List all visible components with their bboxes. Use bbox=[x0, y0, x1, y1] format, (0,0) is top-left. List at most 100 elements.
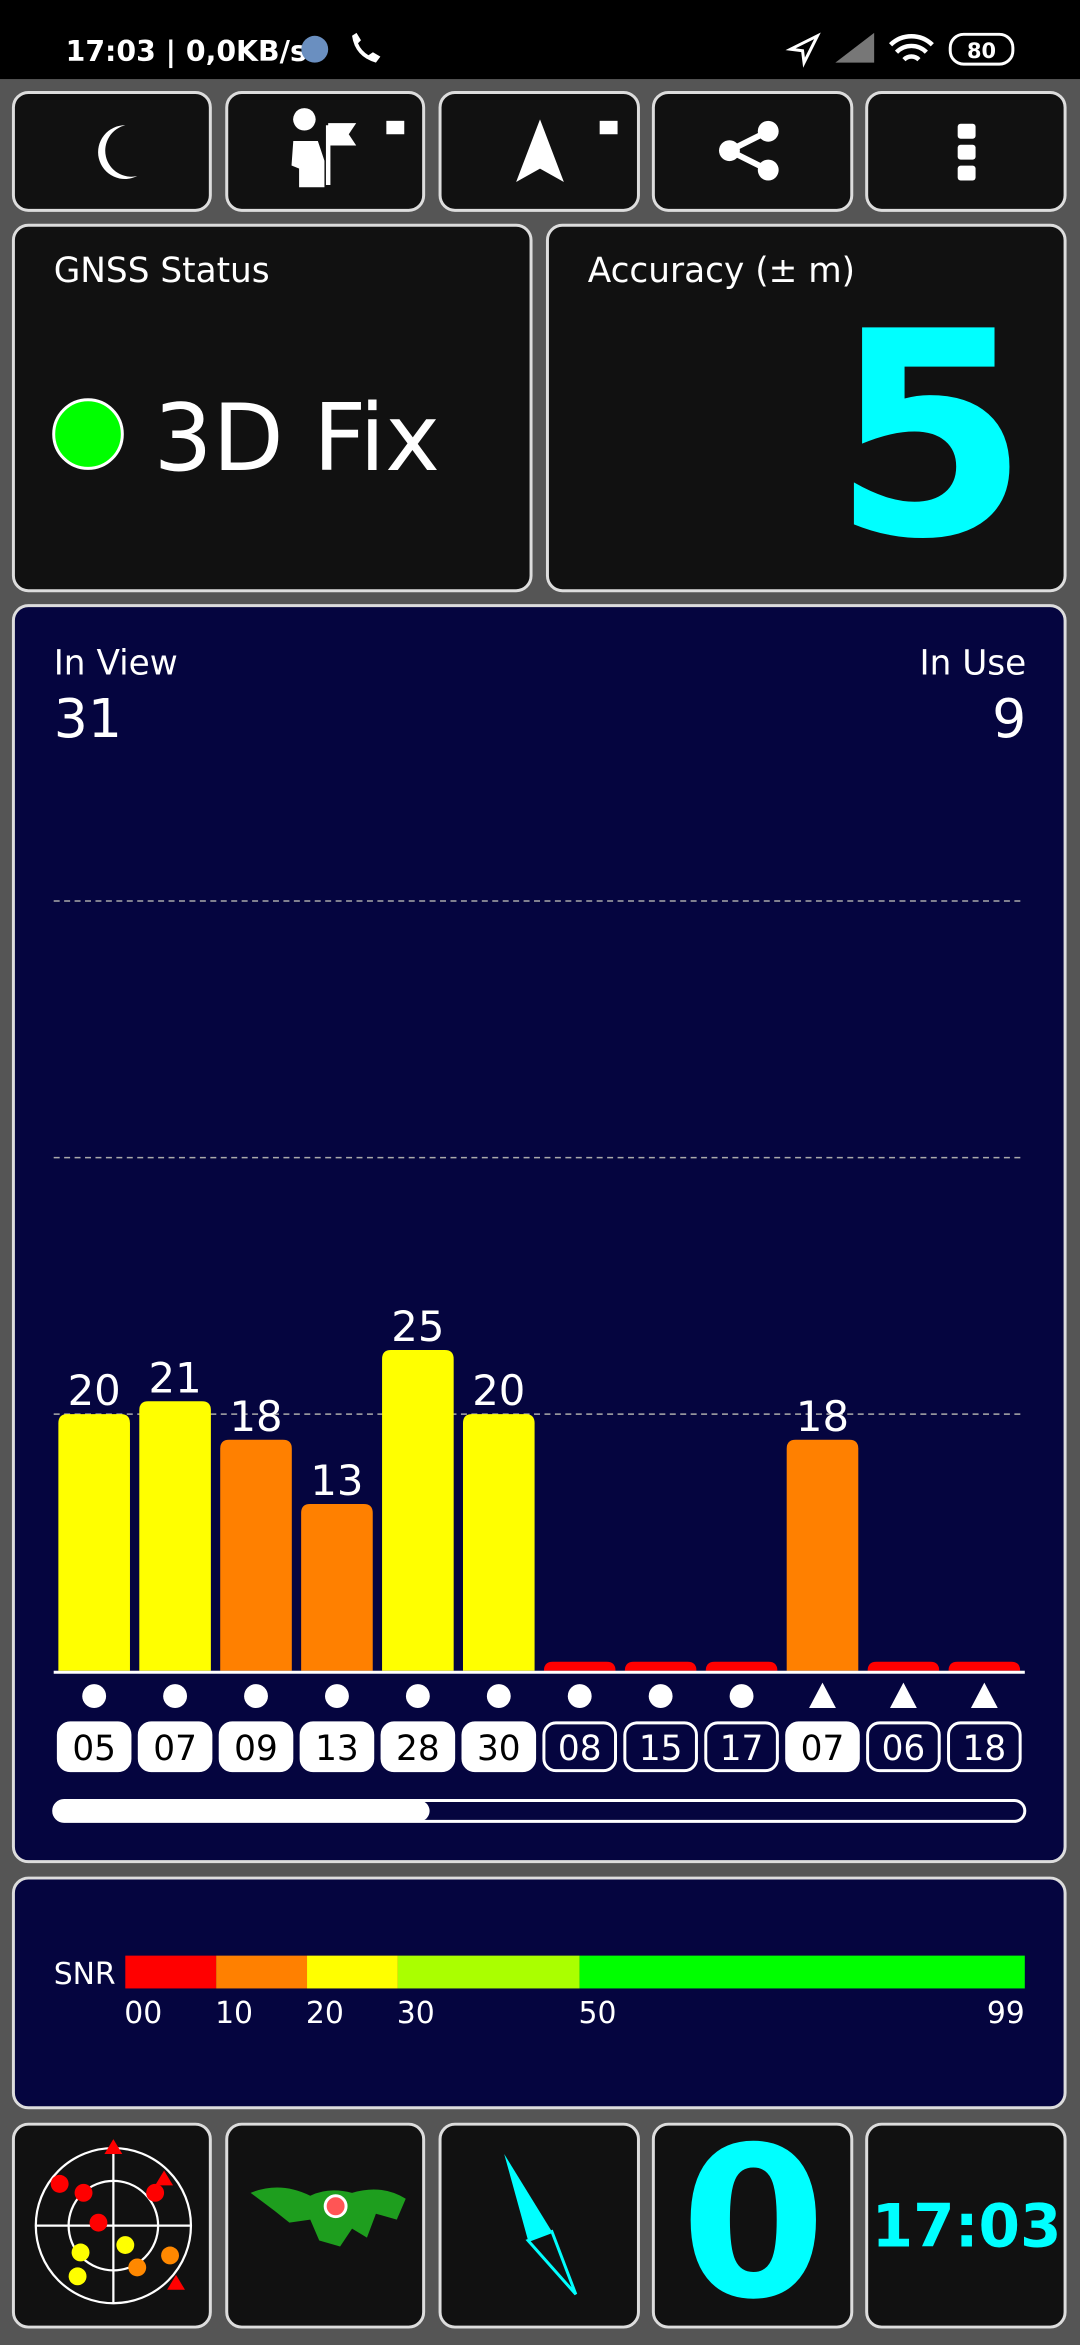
clock: 17:03 bbox=[872, 2193, 1062, 2262]
satellite-id-box bbox=[704, 1721, 779, 1773]
satellite-id-box bbox=[380, 1721, 456, 1773]
constellation-icon bbox=[82, 1684, 107, 1709]
share-dot bbox=[719, 140, 740, 162]
compass-tail bbox=[525, 2229, 578, 2296]
gnss-status-value: 3D Fix bbox=[154, 384, 440, 492]
satellite-id-box bbox=[866, 1721, 941, 1773]
constellation-icon bbox=[486, 1684, 511, 1709]
satellite-id-box bbox=[137, 1721, 213, 1773]
clock-button[interactable] bbox=[865, 2122, 1067, 2329]
snr-tick-label: 10 bbox=[215, 1996, 253, 2031]
gnss-status-title: GNSS Status bbox=[54, 251, 270, 291]
compass-needle bbox=[504, 2154, 552, 2241]
snr-segment bbox=[125, 1955, 217, 1989]
snr-segment bbox=[579, 1955, 1025, 1989]
constellation-icon bbox=[809, 1682, 836, 1709]
bar bbox=[867, 1661, 940, 1671]
accuracy-value: 5 bbox=[832, 271, 1029, 601]
bar bbox=[948, 1661, 1021, 1671]
bar bbox=[543, 1661, 616, 1671]
hiker-icon bbox=[291, 108, 357, 188]
bar bbox=[705, 1661, 778, 1671]
satellite-id-box bbox=[785, 1721, 860, 1773]
snr-label: SNR bbox=[54, 1957, 116, 1992]
satellite-id: 05 bbox=[72, 1729, 116, 1769]
satellite-id: 28 bbox=[396, 1729, 440, 1769]
wifi-icon bbox=[888, 34, 934, 62]
value-label: 21 bbox=[149, 1353, 202, 1402]
fix-indicator bbox=[52, 398, 124, 470]
in-use-label: In Use bbox=[919, 643, 1026, 683]
satellite-id: 15 bbox=[639, 1729, 683, 1769]
satellite-id-box bbox=[947, 1721, 1022, 1773]
satellite-id: 30 bbox=[477, 1729, 521, 1769]
value-label: 18 bbox=[229, 1392, 282, 1441]
snr-tick-label: 00 bbox=[124, 1996, 162, 2031]
value-label: 20 bbox=[68, 1366, 121, 1415]
bar bbox=[382, 1349, 454, 1671]
share-button[interactable] bbox=[651, 90, 854, 212]
gnss-status-panel bbox=[11, 223, 533, 593]
share-dot bbox=[757, 120, 779, 142]
sky-plot-icon bbox=[34, 2146, 193, 2305]
constellation-icon bbox=[325, 1684, 349, 1709]
lock-icon bbox=[599, 120, 618, 135]
battery-level: 80 bbox=[967, 39, 996, 63]
speed-button[interactable] bbox=[651, 2122, 854, 2329]
bar bbox=[462, 1414, 535, 1671]
value-label: 18 bbox=[796, 1392, 849, 1441]
snr-tick-label: 99 bbox=[987, 1996, 1025, 2031]
share-dot bbox=[757, 159, 779, 181]
constellation-icon bbox=[163, 1684, 188, 1709]
satellite-id: 09 bbox=[234, 1729, 278, 1769]
moon-icon bbox=[98, 125, 138, 180]
map-marker bbox=[323, 2194, 348, 2219]
menu-dot bbox=[957, 165, 976, 181]
bar bbox=[786, 1439, 859, 1671]
satellite-id: 07 bbox=[153, 1729, 197, 1769]
night-mode-button[interactable] bbox=[11, 90, 212, 212]
in-use-value: 9 bbox=[992, 687, 1026, 750]
value-label: 20 bbox=[472, 1366, 525, 1415]
speed-value: 0 bbox=[681, 2103, 826, 2339]
snr-segment bbox=[397, 1955, 580, 1989]
battery-icon bbox=[948, 32, 1015, 66]
globe-icon bbox=[301, 35, 329, 63]
constellation-icon bbox=[970, 1682, 998, 1709]
satellite-id: 07 bbox=[801, 1729, 845, 1769]
snr-tick-label: 30 bbox=[397, 1996, 435, 2031]
location-icon bbox=[785, 32, 821, 68]
navigation-icon bbox=[516, 119, 564, 182]
sky-plot-dots bbox=[50, 2139, 185, 2290]
bar bbox=[58, 1414, 130, 1671]
satellite-id: 08 bbox=[558, 1729, 602, 1769]
snr-tick-label: 20 bbox=[306, 1996, 344, 2031]
accuracy-panel bbox=[545, 223, 1067, 593]
constellation-icon bbox=[729, 1684, 754, 1709]
bar bbox=[624, 1661, 697, 1671]
hiking-button[interactable] bbox=[225, 90, 426, 212]
satellite-id-box bbox=[623, 1721, 698, 1773]
satellite-id-box bbox=[542, 1721, 618, 1773]
constellation-icon bbox=[889, 1682, 917, 1709]
constellation-icon bbox=[405, 1684, 430, 1709]
snr-segment bbox=[216, 1955, 308, 1989]
satellite-id-box bbox=[299, 1721, 375, 1773]
satellite-id-box bbox=[461, 1721, 537, 1773]
constellation-icon bbox=[648, 1684, 673, 1709]
accuracy-title: Accuracy (± m) bbox=[588, 251, 855, 291]
bar bbox=[139, 1401, 211, 1671]
in-view-label: In View bbox=[54, 643, 178, 683]
scroll-thumb[interactable] bbox=[53, 1800, 430, 1822]
snr-tick-label: 50 bbox=[579, 1996, 617, 2031]
call-icon bbox=[352, 32, 381, 63]
satellite-id-box bbox=[218, 1721, 294, 1773]
satellite-id: 17 bbox=[720, 1729, 764, 1769]
constellation-icon bbox=[567, 1684, 592, 1709]
lock-icon bbox=[386, 120, 405, 135]
menu-dot bbox=[957, 144, 976, 160]
snr-panel bbox=[11, 1876, 1067, 2110]
menu-dot bbox=[957, 123, 976, 139]
